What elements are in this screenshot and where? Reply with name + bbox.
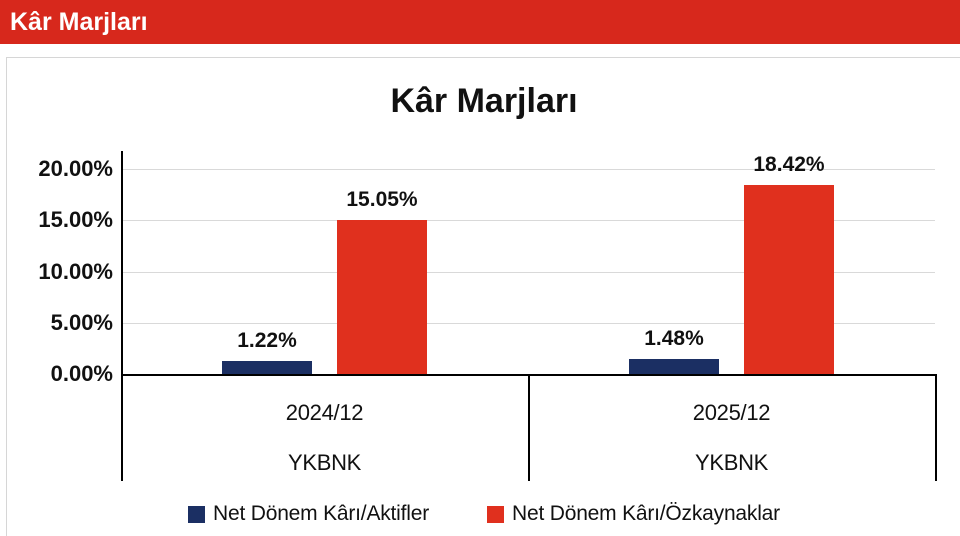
grid-line [121, 322, 935, 324]
bar-chart: 0.00% 5.00% 10.00% 15.00% 20.00% 1.22% 15.05% 1… [7, 58, 960, 536]
category-period-label: 2024/12 [285, 400, 364, 425]
category-divider [121, 374, 123, 481]
category-ticker-label: YKBNK [287, 450, 362, 475]
page-title: Kâr Marjları [10, 7, 148, 36]
category-divider [935, 374, 937, 481]
legend-swatch-icon [188, 505, 206, 523]
bar [629, 358, 719, 374]
legend-swatch-icon [487, 505, 505, 523]
page-header: Kâr Marjları [0, 0, 960, 44]
y-tick-label: 10.00% [38, 258, 113, 284]
y-tick-label: 20.00% [38, 156, 113, 181]
bar-value-label: 1.22% [237, 329, 297, 353]
legend-item: Net Dönem Kârı/Özkaynaklar [487, 502, 780, 526]
bar [744, 185, 834, 374]
category-cell: 2025/12 YKBNK [528, 374, 935, 481]
category-period-label: 2025/12 [692, 400, 771, 425]
chart-title: Kâr Marjları [390, 82, 578, 120]
grid-line [121, 169, 935, 170]
bar [222, 361, 312, 374]
y-tick-label: 15.00% [38, 207, 113, 233]
grid-line [121, 271, 935, 273]
y-tick-label: 5.00% [50, 309, 113, 335]
y-axis-line [121, 151, 123, 374]
legend-label: Net Dönem Kârı/Aktifler [213, 502, 430, 525]
category-ticker-label: YKBNK [694, 450, 769, 475]
category-divider [528, 374, 530, 481]
bar-value-label: 1.48% [644, 326, 704, 350]
category-cell: 2024/12 YKBNK [121, 374, 528, 481]
chart-card: Kâr Marjları 0.00% 5.00% 10.00% 15.00% 20.00… [6, 57, 960, 536]
legend-item: Net Dönem Kârı/Aktifler [188, 502, 429, 526]
y-tick-label: 0.00% [50, 361, 113, 386]
bar-value-label: 15.05% [346, 187, 418, 211]
bar [337, 219, 427, 374]
bar-value-label: 18.42% [753, 153, 825, 177]
legend: Net Dönem Kârı/Aktifler Net Dönem Kârı/Öz… [7, 502, 960, 526]
legend-label: Net Dönem Kârı/Özkaynaklar [512, 502, 780, 525]
grid-line [121, 220, 935, 222]
